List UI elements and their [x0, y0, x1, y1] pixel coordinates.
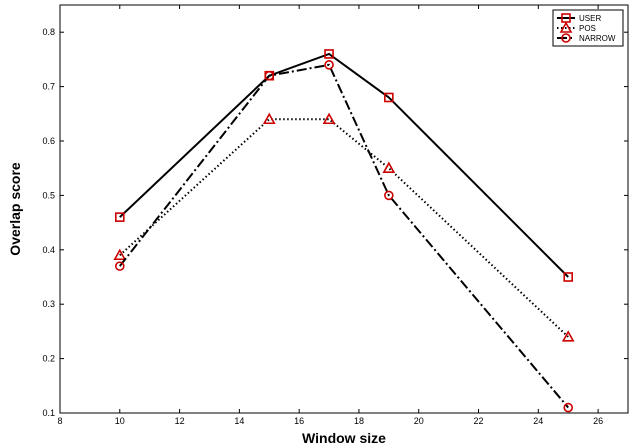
- legend-marker-narrow: [561, 33, 571, 43]
- x-axis-label: Window size: [302, 430, 386, 446]
- x-tick-label: 16: [294, 416, 304, 426]
- series-pos: [113, 112, 575, 342]
- data-point-narrow: [114, 261, 125, 271]
- data-point-user: [114, 212, 125, 222]
- x-tick-label: 26: [593, 416, 603, 426]
- y-tick-label: 0.7: [42, 82, 55, 92]
- y-tick-label: 0.1: [42, 408, 55, 418]
- y-tick-label: 0.5: [42, 190, 55, 200]
- data-point-narrow: [264, 70, 275, 81]
- data-point-narrow: [563, 402, 574, 413]
- y-tick-label: 0.6: [42, 136, 55, 146]
- data-point-user: [563, 272, 574, 282]
- legend-label-pos: POS: [579, 24, 596, 33]
- series-line-narrow: [119, 63, 569, 409]
- data-point-pos: [262, 112, 276, 125]
- series-line-pos: [119, 118, 569, 338]
- series-narrow: [114, 60, 574, 413]
- x-tick-label: 8: [57, 416, 62, 426]
- series-line-user: [119, 52, 569, 278]
- data-point-pos: [113, 248, 127, 261]
- data-point-pos: [322, 112, 336, 125]
- y-tick-label: 0.4: [42, 245, 55, 255]
- legend-label-narrow: NARROW: [579, 34, 616, 43]
- legend-item-narrow: NARROW: [557, 33, 616, 43]
- x-tick-label: 12: [175, 416, 185, 426]
- x-tick-label: 22: [474, 416, 484, 426]
- y-tick-label: 0.2: [42, 354, 55, 364]
- y-tick-label: 0.3: [42, 299, 55, 309]
- data-point-user: [324, 49, 334, 59]
- data-point-pos: [561, 330, 575, 342]
- plot-area: [59, 4, 629, 414]
- y-axis-label: Overlap score: [7, 162, 23, 256]
- y-tick-label: 0.8: [42, 27, 55, 37]
- data-point-user: [384, 92, 394, 103]
- data-point-narrow: [324, 60, 334, 70]
- legend-label-user: USER: [579, 14, 601, 23]
- legend-box: [552, 9, 624, 47]
- legend-item-pos: POS: [557, 21, 596, 33]
- x-tick-label: 20: [414, 416, 424, 426]
- axis-ticks: 8 10 12 14 16 18 20 22 24 26 0.1 0.2 0.3 0.4 0.5 0.6 0.7…: [42, 5, 628, 426]
- x-tick-label: 18: [354, 416, 364, 426]
- series-layer: [113, 49, 575, 413]
- data-point-pos: [382, 161, 396, 173]
- data-point-narrow: [384, 190, 394, 201]
- legend-marker-pos: [559, 21, 573, 33]
- x-tick-label: 14: [234, 416, 244, 426]
- x-tick-label: 10: [115, 416, 125, 426]
- x-tick-label: 24: [533, 416, 543, 426]
